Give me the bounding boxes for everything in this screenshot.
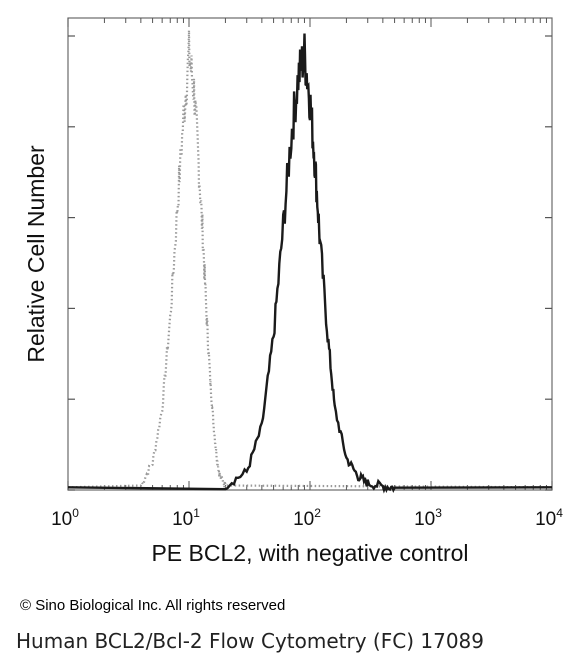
x-axis-tick-labels: 100 101 102 103 104 bbox=[51, 506, 563, 530]
x-tick-label: 101 bbox=[172, 506, 200, 530]
x-tick-label: 103 bbox=[414, 506, 442, 530]
y-axis-title: Relative Cell Number bbox=[23, 145, 49, 363]
flow-cytometry-histogram: 100 101 102 103 104 PE BCL2, with negative c… bbox=[23, 17, 563, 566]
x-tick-label: 102 bbox=[293, 506, 321, 530]
figure-caption: Human BCL2/Bcl-2 Flow Cytometry (FC) 170… bbox=[16, 629, 484, 653]
x-axis-ticks bbox=[67, 18, 553, 490]
negative-control-curve bbox=[67, 30, 553, 489]
x-axis-title: PE BCL2, with negative control bbox=[151, 540, 468, 566]
copyright-notice: © Sino Biological Inc. All rights reserv… bbox=[20, 597, 286, 614]
pe-bcl2-curve bbox=[67, 33, 553, 494]
x-tick-label: 104 bbox=[535, 506, 563, 530]
plot-frame bbox=[67, 17, 553, 491]
series-layer bbox=[67, 30, 553, 494]
x-tick-label: 100 bbox=[51, 506, 79, 530]
